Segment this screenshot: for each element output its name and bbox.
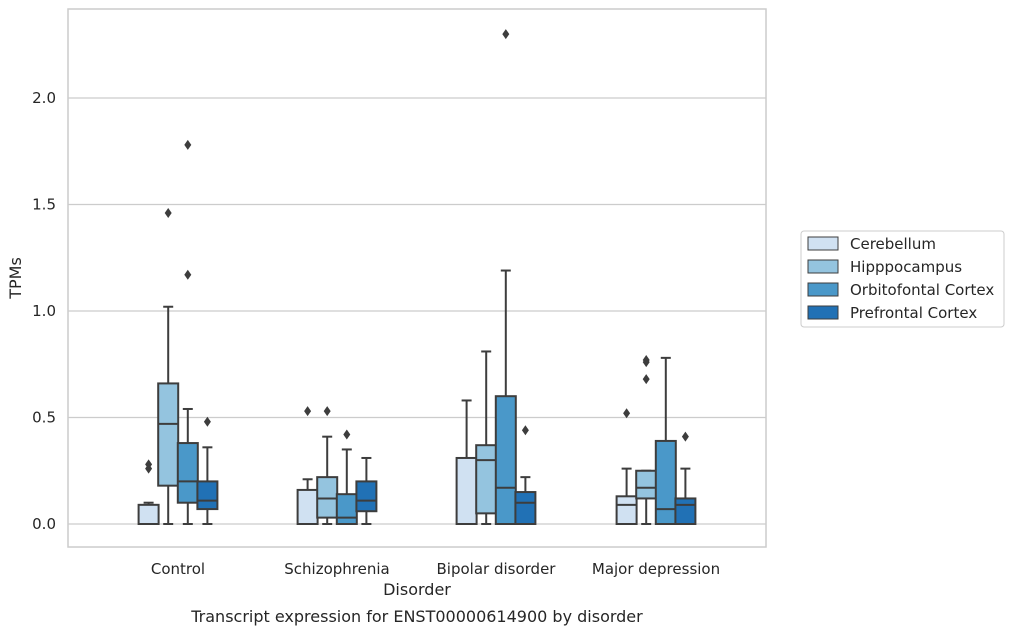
- outlier-point: [164, 208, 172, 219]
- outlier-point: [642, 354, 650, 365]
- box: [615, 495, 638, 525]
- legend-label: Orbitofontal Cortex: [850, 281, 994, 299]
- box-group: [615, 408, 638, 525]
- box: [137, 503, 160, 525]
- box-group: [514, 425, 537, 525]
- box-group: [137, 459, 160, 525]
- y-axis-ticks: 0.0 0.5 1.0 1.5 2.0: [32, 89, 56, 533]
- x-tick-label: Schizophrenia: [284, 560, 389, 578]
- outlier-point: [184, 139, 192, 150]
- chart-caption: Transcript expression for ENST0000061490…: [190, 607, 643, 626]
- box-group: [316, 406, 339, 525]
- box-group: [494, 29, 517, 526]
- box-group: [355, 456, 378, 525]
- legend-swatch: [807, 236, 839, 251]
- box-group: [654, 356, 677, 525]
- x-axis-title: Disorder: [383, 580, 451, 599]
- y-axis-title: TPMs: [6, 257, 25, 300]
- outlier-point: [145, 459, 153, 470]
- box: [355, 480, 378, 513]
- legend-label: Hipppocampus: [850, 258, 962, 276]
- outlier-point: [343, 429, 351, 440]
- y-tick-label: 0.5: [32, 409, 56, 427]
- plot-area: [137, 29, 697, 526]
- outlier-point: [304, 406, 312, 417]
- legend-label: Cerebellum: [850, 235, 936, 253]
- outlier-point: [203, 416, 211, 427]
- box: [475, 444, 498, 515]
- box: [316, 476, 339, 519]
- legend-swatch: [807, 282, 839, 297]
- box: [635, 469, 658, 500]
- box: [654, 439, 677, 525]
- box: [674, 497, 697, 526]
- box: [176, 442, 199, 504]
- box: [455, 456, 478, 525]
- box: [196, 480, 219, 511]
- x-tick-label: Bipolar disorder: [437, 560, 557, 578]
- outlier-point: [681, 431, 689, 442]
- box-group: [176, 139, 199, 525]
- outlier-point: [323, 406, 331, 417]
- outlier-point: [184, 269, 192, 280]
- box-group: [157, 208, 180, 525]
- y-tick-label: 2.0: [32, 89, 56, 107]
- legend-swatch: [807, 305, 839, 320]
- legend-swatch: [807, 259, 839, 274]
- x-tick-label: Control: [151, 560, 205, 578]
- box-group: [296, 406, 319, 526]
- y-tick-label: 1.0: [32, 302, 56, 320]
- box: [296, 488, 319, 526]
- y-tick-label: 0.0: [32, 515, 56, 533]
- box-group: [635, 354, 658, 525]
- box-group: [335, 429, 358, 525]
- box: [335, 493, 358, 525]
- x-tick-label: Major depression: [592, 560, 720, 578]
- outlier-point: [502, 29, 510, 40]
- legend-label: Prefrontal Cortex: [850, 304, 977, 322]
- outlier-point: [642, 374, 650, 385]
- legend-frame: [800, 230, 1005, 328]
- outlier-point: [521, 425, 529, 436]
- y-tick-label: 1.5: [32, 196, 56, 214]
- outlier-point: [623, 408, 631, 419]
- box-group: [674, 431, 697, 526]
- box-group: [196, 416, 219, 525]
- legend: Cerebellum Hipppocampus Orbitofontal Corte…: [800, 230, 1005, 328]
- box: [494, 395, 517, 526]
- plot-frame: [67, 8, 767, 548]
- box: [514, 491, 537, 525]
- box: [157, 382, 180, 487]
- x-axis-ticks: Control Schizophrenia Bipolar disorder Majo…: [151, 560, 720, 578]
